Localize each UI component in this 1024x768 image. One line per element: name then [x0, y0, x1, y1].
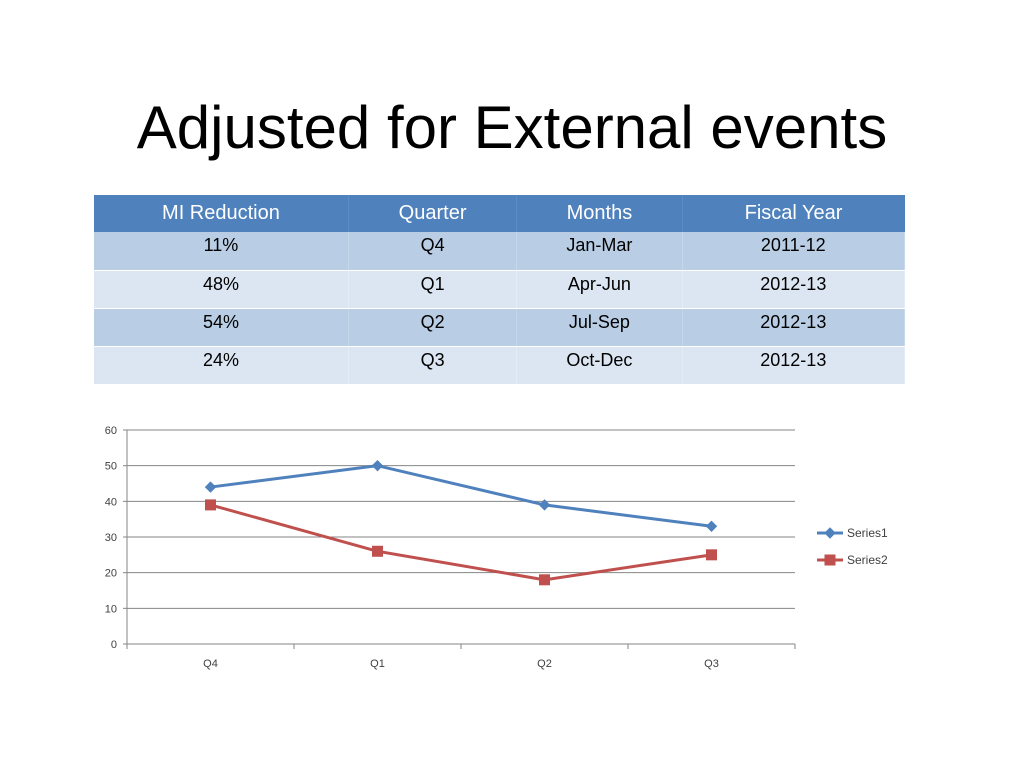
legend-marker	[824, 527, 836, 539]
cell-fiscal-year: 2011-12	[682, 232, 906, 271]
y-tick-label: 40	[105, 496, 117, 508]
data-table: MI Reduction Quarter Months Fiscal Year …	[94, 195, 906, 384]
cell-mi-reduction: 11%	[94, 232, 349, 271]
table-row: 11% Q4 Jan-Mar 2011-12	[94, 232, 906, 271]
y-tick-label: 60	[105, 425, 117, 437]
y-tick-label: 10	[105, 603, 117, 615]
header-mi-reduction: MI Reduction	[94, 195, 349, 232]
legend-label: Series1	[847, 526, 888, 540]
table-row: 24% Q3 Oct-Dec 2012-13	[94, 346, 906, 384]
y-tick-label: 30	[105, 532, 117, 544]
cell-quarter: Q1	[348, 270, 518, 309]
table-header-row: MI Reduction Quarter Months Fiscal Year	[94, 195, 905, 232]
header-quarter: Quarter	[348, 195, 518, 232]
series-line-1	[210, 464, 712, 528]
cell-quarter: Q2	[348, 308, 518, 347]
series-1-point	[371, 459, 384, 472]
x-tick-label: Q4	[203, 658, 218, 670]
x-tick-label: Q2	[537, 658, 552, 670]
series-1-point	[705, 520, 718, 533]
header-fiscal-year: Fiscal Year	[682, 195, 905, 232]
cell-months: Oct-Dec	[516, 346, 683, 384]
series-2-point	[706, 549, 717, 561]
cell-quarter: Q4	[348, 232, 518, 271]
cell-months: Jan-Mar	[516, 232, 683, 271]
x-tick-label: Q3	[704, 658, 719, 670]
slide-title: Adjusted for External events	[136, 94, 888, 161]
y-tick-label: 50	[105, 461, 117, 473]
cell-quarter: Q3	[348, 346, 518, 384]
table-row: 48% Q1 Apr-Jun 2012-13	[94, 270, 906, 309]
cell-months: Apr-Jun	[516, 270, 683, 309]
legend-label: Series2	[847, 553, 888, 567]
y-tick-label: 20	[105, 568, 117, 580]
cell-fiscal-year: 2012-13	[682, 270, 906, 309]
cell-mi-reduction: 24%	[94, 346, 349, 384]
y-tick-label: 0	[111, 639, 117, 651]
series-2-point	[372, 545, 383, 557]
series-2-point	[539, 574, 550, 586]
series-line-2	[210, 503, 712, 582]
cell-fiscal-year: 2012-13	[682, 308, 906, 347]
series-2-point	[205, 499, 216, 511]
series-1-point	[538, 499, 551, 511]
header-months: Months	[516, 195, 683, 232]
legend-marker	[824, 554, 836, 566]
cell-mi-reduction: 54%	[94, 308, 349, 347]
cell-mi-reduction: 48%	[94, 270, 349, 309]
x-tick-label: Q1	[370, 658, 385, 670]
cell-fiscal-year: 2012-13	[682, 346, 906, 384]
cell-months: Jul-Sep	[516, 308, 683, 347]
series-1-point	[204, 481, 217, 493]
table-row: 54% Q2 Jul-Sep 2012-13	[94, 308, 906, 347]
